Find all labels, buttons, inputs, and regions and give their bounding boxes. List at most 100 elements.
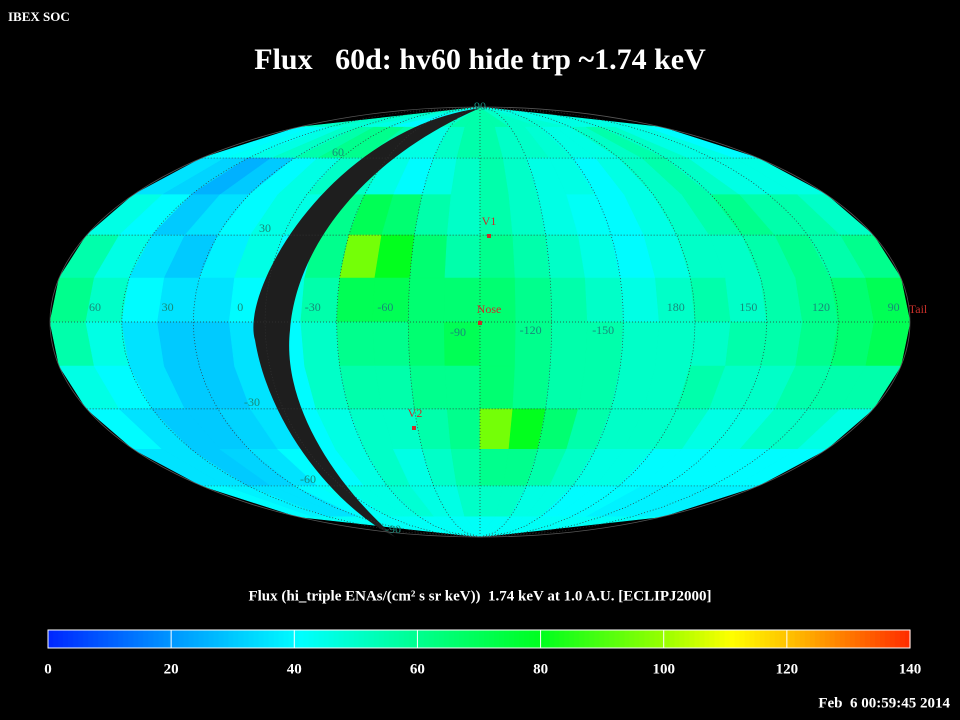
colorbar-segment <box>178 630 184 648</box>
corner-label: IBEX SOC <box>8 9 70 24</box>
colorbar-segment <box>233 630 240 648</box>
colorbar-segment <box>544 630 550 648</box>
colorbar-segment <box>208 630 214 648</box>
colorbar-segment <box>554 630 560 648</box>
map-cell <box>655 321 696 367</box>
colorbar-segment <box>874 630 881 648</box>
colorbar-segment <box>243 630 250 648</box>
colorbar-segment <box>433 630 440 648</box>
colorbar-segment <box>373 630 380 648</box>
colorbar-segment <box>88 630 94 648</box>
map-cell <box>446 194 481 236</box>
colorbar-segment <box>699 630 706 648</box>
colorbar-segment <box>468 630 475 648</box>
colorbar-segment <box>228 630 235 648</box>
map-cell <box>157 321 200 367</box>
marker-dot <box>478 321 482 325</box>
meridian <box>479 106 553 538</box>
colorbar-segment <box>639 630 645 648</box>
colorbar-segment <box>278 630 285 648</box>
lon-label: -120 <box>520 323 542 337</box>
map-cell <box>549 321 588 367</box>
colorbar-caption: Flux (hi_triple ENAs/(cm² s sr keV)) 1.7… <box>248 588 711 604</box>
colorbar-segment <box>338 630 345 648</box>
colorbar-segment <box>674 630 681 648</box>
colorbar-segment <box>484 630 490 648</box>
colorbar-segment <box>358 630 365 648</box>
colorbar-segment <box>288 630 295 648</box>
lon-label: -150 <box>592 323 614 337</box>
colorbar-segment <box>899 630 906 648</box>
colorbar-segment <box>829 630 836 648</box>
colorbar-segment <box>213 630 219 648</box>
colorbar-segment <box>864 630 871 648</box>
lat-label: -60 <box>300 472 316 486</box>
colorbar-segment <box>193 630 199 648</box>
colorbar-segment <box>223 630 230 648</box>
colorbar-segment <box>388 630 395 648</box>
colorbar-segment <box>769 630 776 648</box>
lat-label: 30 <box>259 221 271 235</box>
colorbar-segment <box>609 630 615 648</box>
marker-label: V1 <box>482 214 497 228</box>
map-outline <box>49 106 911 538</box>
colorbar-tick-label: 140 <box>899 661 922 677</box>
colorbar-segment <box>809 630 816 648</box>
colorbar-segment <box>719 630 726 648</box>
colorbar-segment <box>884 630 891 648</box>
colorbar-segment <box>418 630 425 648</box>
colorbar-segment <box>519 630 525 648</box>
colorbar-segment <box>363 630 370 648</box>
title: Flux 60d: hv60 hide trp ~1.74 keV <box>254 43 706 76</box>
map-cell <box>444 234 481 279</box>
colorbar-segment <box>564 630 570 648</box>
colorbar-segment <box>819 630 826 648</box>
map-cell <box>760 277 803 323</box>
colorbar-segment <box>123 630 129 648</box>
map-cell <box>479 365 516 410</box>
lat-label: -30 <box>244 395 260 409</box>
marker-dot <box>412 426 416 430</box>
colorbar-segment <box>308 630 315 648</box>
colorbar-segment <box>143 630 149 648</box>
colorbar-segment <box>869 630 876 648</box>
colorbar-segment <box>188 630 194 648</box>
colorbar-segment <box>183 630 189 648</box>
colorbar-segment <box>248 630 255 648</box>
colorbar-segment <box>73 630 79 648</box>
colorbar-segment <box>574 630 580 648</box>
lon-label: 30 <box>162 300 174 314</box>
lon-label: 0 <box>237 300 243 314</box>
colorbar-segment <box>584 630 590 648</box>
colorbar-segment <box>739 630 746 648</box>
colorbar-segment <box>393 630 400 648</box>
colorbar-segment <box>258 630 265 648</box>
colorbar-segment <box>694 630 701 648</box>
colorbar-segment <box>133 630 139 648</box>
colorbar-segment <box>403 630 410 648</box>
map-cell <box>512 365 551 410</box>
colorbar-segment <box>323 630 330 648</box>
colorbar-segment <box>113 630 119 648</box>
colorbar-segment <box>93 630 99 648</box>
colorbar-segment <box>293 630 300 648</box>
colorbar-segment <box>664 630 671 648</box>
colorbar-segment <box>413 630 420 648</box>
map-cell <box>584 277 624 323</box>
map-cell <box>192 321 235 367</box>
colorbar-segment <box>624 630 630 648</box>
marker-label: Nose <box>477 302 502 316</box>
colorbar-segment <box>824 630 831 648</box>
colorbar-segment <box>614 630 620 648</box>
colorbar-segment <box>353 630 360 648</box>
lon-label: 60 <box>89 300 101 314</box>
colorbar-segment <box>629 630 635 648</box>
colorbar-segment <box>163 630 169 648</box>
colorbar-segment <box>423 630 430 648</box>
colorbar-segment <box>704 630 711 648</box>
colorbar-segment <box>173 630 179 648</box>
map-cell <box>512 234 551 279</box>
colorbar-segment <box>579 630 585 648</box>
colorbar-segment <box>53 630 59 648</box>
colorbar-segment <box>569 630 575 648</box>
